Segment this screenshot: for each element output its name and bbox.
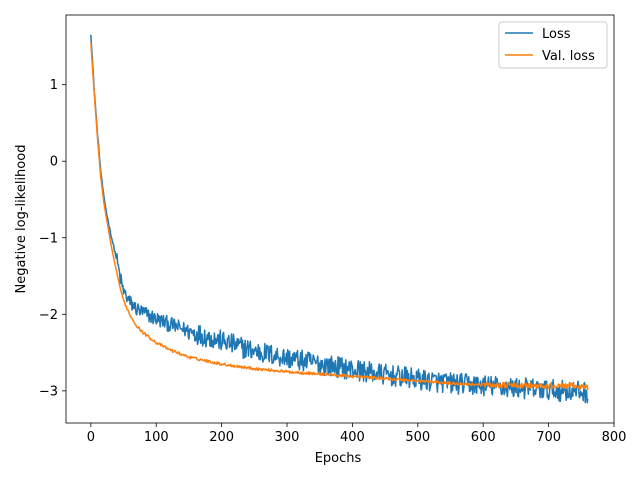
y-axis: 1 0 −1 −2 −3: [39, 78, 66, 399]
series-line-val-loss: [90, 42, 589, 390]
y-tick-label: 0: [50, 155, 58, 170]
plot-area: [65, 14, 615, 424]
x-tick-label: 0: [87, 430, 95, 445]
x-axis: 0 100 200 300 400 500 600 700 800: [87, 423, 627, 445]
y-tick-label: −2: [39, 308, 58, 323]
x-tick-label: 100: [144, 430, 169, 445]
x-tick-label: 300: [275, 430, 300, 445]
x-tick-label: 500: [405, 430, 430, 445]
legend: Loss Val. loss: [498, 21, 608, 69]
series-layer: [90, 34, 589, 404]
x-tick-label: 700: [536, 430, 561, 445]
y-axis-label: Negative log-likelihood: [14, 145, 29, 294]
y-tick-label: 1: [50, 78, 58, 93]
y-tick-label: −3: [39, 384, 58, 399]
x-tick-label: 800: [602, 430, 627, 445]
x-axis-label: Epochs: [315, 451, 362, 466]
y-tick-label: −1: [39, 231, 58, 246]
plot-border: [65, 14, 615, 424]
series-line-loss: [90, 34, 589, 404]
legend-label-val-loss: Val. loss: [542, 49, 595, 64]
x-tick-label: 600: [471, 430, 496, 445]
plot-frame: [66, 15, 614, 423]
x-tick-label: 200: [209, 430, 234, 445]
x-tick-label: 400: [340, 430, 365, 445]
legend-label-loss: Loss: [542, 27, 571, 42]
